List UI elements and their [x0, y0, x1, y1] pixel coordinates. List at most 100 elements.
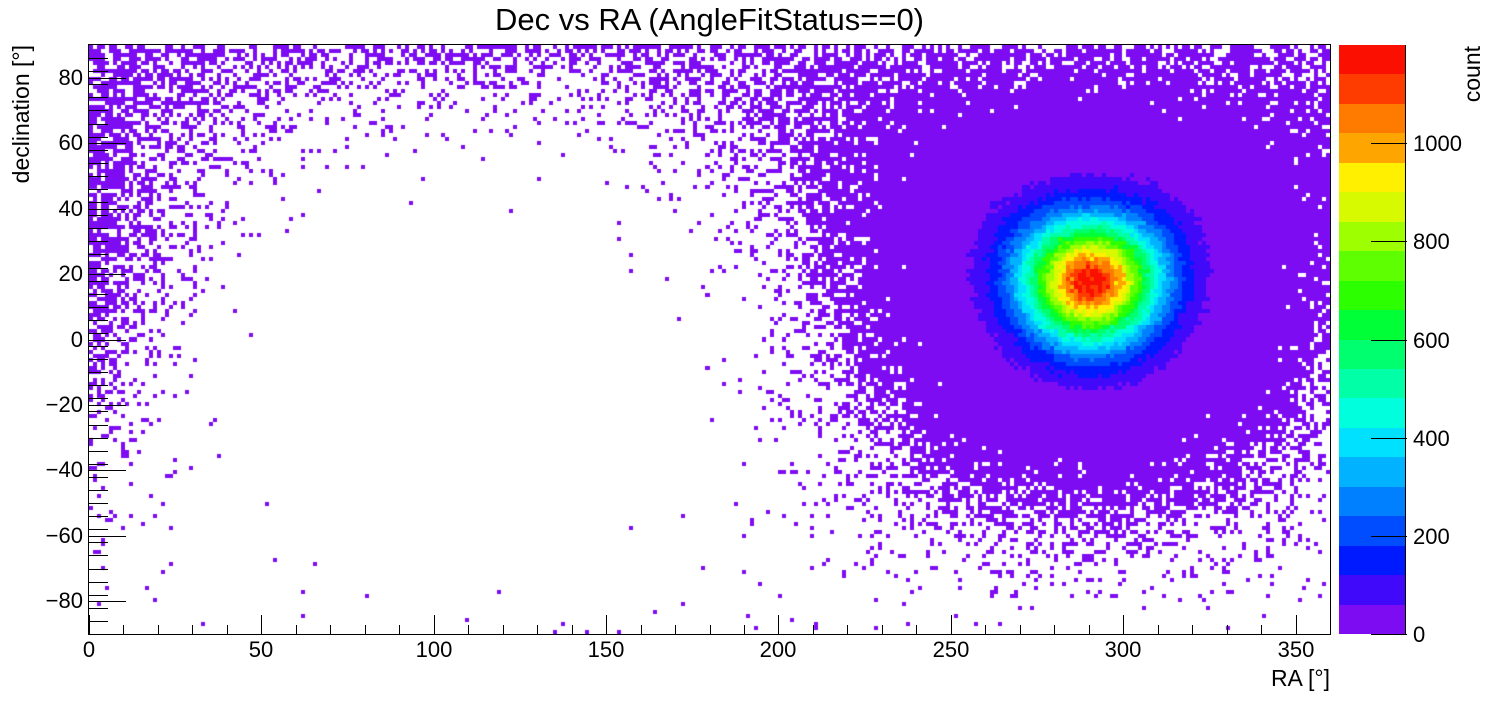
colorbar-segment	[1339, 104, 1405, 133]
tick-mark	[89, 438, 108, 439]
tick-mark	[89, 254, 108, 255]
tick-mark	[89, 71, 108, 72]
tick-mark	[89, 608, 108, 609]
colorbar-segment	[1339, 575, 1405, 605]
tick-mark	[813, 625, 814, 634]
tick-mark	[503, 625, 504, 634]
colorbar-tick-label: 200	[1413, 524, 1450, 549]
x-tick-label: 200	[759, 637, 797, 662]
tick-mark	[89, 595, 108, 596]
y-tick-label: 20	[58, 261, 83, 286]
colorbar-segment	[1339, 163, 1405, 192]
tick-mark	[89, 555, 108, 556]
tick-mark	[1192, 625, 1193, 634]
tick-mark	[89, 78, 126, 79]
y-tick-label: 60	[58, 130, 83, 155]
tick-mark	[89, 529, 108, 530]
tick-mark	[89, 490, 108, 491]
tick-mark	[89, 58, 108, 59]
tick-mark	[89, 601, 126, 602]
tick-mark	[89, 215, 108, 216]
tick-mark	[89, 281, 108, 282]
tick-mark	[399, 625, 400, 634]
tick-mark	[434, 615, 435, 634]
tick-mark	[89, 621, 108, 622]
x-tick-label: 150	[587, 637, 625, 662]
colorbar-segment	[1339, 45, 1405, 74]
tick-mark	[89, 340, 126, 341]
tick-mark	[89, 268, 108, 269]
tick-mark	[951, 615, 952, 634]
tick-mark	[572, 625, 573, 634]
tick-mark	[89, 307, 108, 308]
chart-title: Dec vs RA (AngleFitStatus==0)	[494, 2, 925, 37]
tick-mark	[89, 143, 126, 144]
tick-mark	[89, 425, 108, 426]
tick-mark	[192, 625, 193, 634]
y-tick-label: −40	[45, 457, 83, 482]
tick-mark	[1123, 615, 1124, 634]
y-tick-label: 40	[58, 196, 83, 221]
tick-mark	[847, 625, 848, 634]
tick-mark	[675, 625, 676, 634]
tick-mark	[1020, 625, 1021, 634]
y-tick-label: 0	[70, 327, 83, 352]
tick-mark	[89, 110, 108, 111]
tick-mark	[89, 464, 108, 465]
tick-mark	[89, 470, 126, 471]
colorbar-tick-label: 0	[1413, 622, 1426, 647]
x-tick-label: 0	[82, 637, 96, 662]
tick-mark	[1371, 536, 1407, 537]
tick-mark	[365, 625, 366, 634]
colorbar-segment	[1339, 428, 1405, 457]
tick-mark	[89, 274, 126, 275]
y-axis-title: declination [°]	[8, 45, 34, 184]
tick-mark	[158, 625, 159, 634]
colorbar-segment	[1339, 281, 1405, 310]
tick-mark	[89, 84, 108, 85]
colorbar-tick-label: 600	[1413, 328, 1450, 353]
tick-mark	[89, 124, 108, 125]
tick-mark	[89, 516, 108, 517]
colorbar-segment	[1339, 74, 1405, 104]
colorbar-tick-label: 400	[1413, 426, 1450, 451]
tick-mark	[1089, 625, 1090, 634]
tick-mark	[330, 625, 331, 634]
tick-mark	[985, 625, 986, 634]
tick-mark	[606, 615, 607, 634]
tick-mark	[123, 625, 124, 634]
tick-mark	[1158, 625, 1159, 634]
tick-mark	[89, 536, 126, 537]
colorbar-tick-label: 800	[1413, 229, 1450, 254]
tick-mark	[1371, 241, 1407, 242]
y-tick-label: −20	[45, 392, 83, 417]
tick-mark	[89, 137, 108, 138]
colorbar	[1339, 45, 1405, 634]
tick-mark	[89, 569, 108, 570]
colorbar-segment	[1339, 487, 1405, 516]
tick-mark	[89, 372, 108, 373]
tick-mark	[1296, 615, 1297, 634]
tick-mark	[89, 385, 108, 386]
tick-mark	[744, 625, 745, 634]
heatmap-canvas	[89, 45, 1330, 634]
tick-mark	[1371, 634, 1407, 635]
colorbar-segment	[1339, 546, 1405, 575]
x-tick-label: 50	[248, 637, 274, 662]
tick-mark	[89, 503, 108, 504]
colorbar-segment	[1339, 310, 1405, 340]
tick-mark	[1330, 625, 1331, 634]
x-tick-label: 100	[415, 637, 453, 662]
colorbar-tick-label: 1000	[1413, 131, 1462, 156]
tick-mark	[641, 625, 642, 634]
tick-mark	[537, 625, 538, 634]
tick-mark	[1371, 438, 1407, 439]
colorbar-segment	[1339, 251, 1405, 281]
tick-mark	[261, 615, 262, 634]
tick-mark	[89, 346, 108, 347]
tick-mark	[89, 176, 108, 177]
tick-mark	[882, 625, 883, 634]
colorbar-segment	[1339, 133, 1405, 163]
tick-mark	[710, 625, 711, 634]
